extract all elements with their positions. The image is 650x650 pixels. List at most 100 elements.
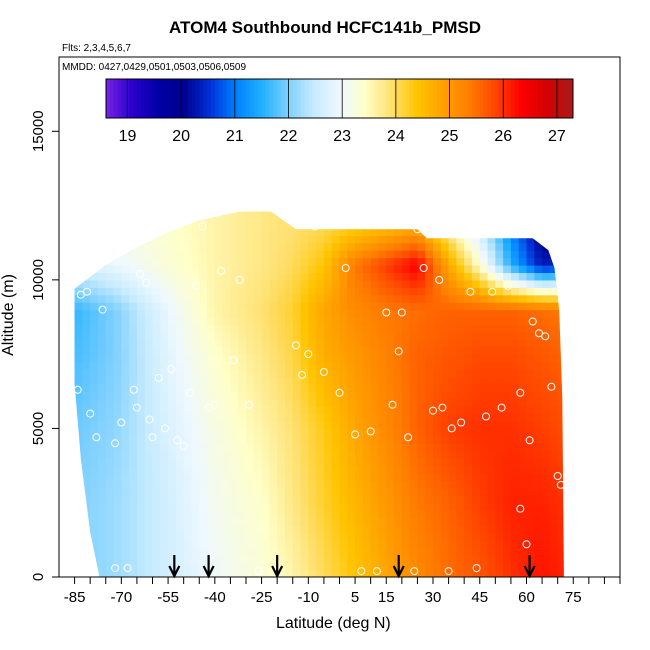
heatmap-cell (487, 502, 496, 511)
heatmap-cell (168, 220, 177, 229)
heatmap-cell (253, 302, 263, 311)
colorbar-swatch (382, 79, 387, 118)
heatmap-cell (394, 227, 403, 236)
heatmap-cell (113, 309, 122, 318)
heatmap-cell (207, 443, 216, 452)
heatmap-cell (105, 406, 115, 415)
heatmap-cell (464, 235, 473, 244)
heatmap-cell (425, 443, 434, 452)
heatmap-cell (316, 428, 325, 437)
heatmap-cell (339, 569, 348, 577)
heatmap-cell (510, 279, 520, 288)
heatmap-cell (479, 473, 489, 482)
heatmap-cell (214, 435, 224, 444)
heatmap-cell (253, 428, 263, 437)
heatmap-cell (175, 294, 185, 303)
heatmap-cell (113, 428, 122, 437)
heatmap-cell (464, 272, 473, 281)
heatmap-cell (347, 554, 356, 563)
heatmap-cell (409, 391, 419, 400)
heatmap-cell (362, 406, 372, 415)
heatmap-cell (394, 287, 403, 296)
heatmap-cell (168, 279, 177, 288)
heatmap-cell (175, 369, 185, 378)
heatmap-cell (207, 413, 216, 422)
heatmap-cell (74, 354, 83, 363)
heatmap-cell (386, 279, 395, 288)
heatmap-cell (191, 220, 200, 229)
heatmap-cell (456, 465, 465, 474)
heatmap-cell (518, 450, 528, 459)
heatmap-cell (246, 361, 255, 370)
heatmap-cell (129, 398, 138, 407)
heatmap-cell (323, 450, 333, 459)
heatmap-cell (90, 346, 99, 355)
heatmap-cell (510, 213, 520, 222)
heatmap-cell (74, 487, 83, 496)
heatmap-cell (417, 346, 426, 355)
heatmap-cell (347, 294, 356, 303)
heatmap-cell (300, 227, 309, 236)
heatmap-cell (479, 242, 489, 251)
colorbar-swatch (273, 79, 278, 118)
heatmap-cell (378, 495, 387, 504)
heatmap-cell (90, 287, 99, 296)
heatmap-cell (565, 540, 573, 548)
heatmap-cell (308, 391, 317, 400)
heatmap-cell (386, 398, 395, 407)
heatmap-cell (534, 220, 543, 229)
heatmap-cell (339, 554, 348, 563)
heatmap-cell (136, 525, 146, 534)
heatmap-cell (456, 443, 465, 452)
heatmap-cell (362, 465, 372, 474)
heatmap-cell (207, 421, 216, 430)
colorbar-tick-label: 25 (441, 128, 459, 145)
heatmap-cell (448, 324, 457, 333)
heatmap-cell (339, 331, 348, 340)
colorbar-tick-label: 20 (172, 128, 190, 145)
heatmap-cell (74, 302, 83, 311)
heatmap-cell (401, 361, 411, 370)
colorbar-swatch (530, 79, 535, 118)
heatmap-cell (386, 309, 395, 318)
heatmap-cell (425, 309, 434, 318)
heatmap-cell (495, 227, 504, 236)
heatmap-cell (401, 391, 411, 400)
observation-point (123, 564, 132, 573)
heatmap-cell (97, 339, 107, 348)
heatmap-cell (534, 279, 543, 288)
heatmap-cell (549, 539, 559, 548)
heatmap-cell (113, 361, 122, 370)
observation-point (444, 567, 453, 576)
heatmap-cell (175, 331, 185, 340)
heatmap-cell (355, 547, 364, 556)
heatmap-cell (113, 242, 122, 251)
heatmap-cell (113, 272, 122, 281)
heatmap-cell (284, 480, 294, 489)
heatmap-cell (175, 324, 185, 333)
heatmap-cell (230, 361, 239, 370)
heatmap-cell (565, 243, 573, 251)
heatmap-cell (284, 235, 294, 244)
heatmap-cell (347, 480, 356, 489)
heatmap-cell (121, 435, 130, 444)
heatmap-cell (456, 376, 465, 385)
heatmap-cell (370, 317, 380, 326)
heatmap-cell (378, 339, 387, 348)
heatmap-cell (510, 473, 520, 482)
observation-point (86, 409, 95, 418)
heatmap-cell (456, 317, 465, 326)
heatmap-cell (456, 294, 465, 303)
heatmap-cell (425, 354, 434, 363)
heatmap-cell (129, 265, 138, 274)
heatmap-cell (417, 450, 426, 459)
heatmap-cell (136, 413, 146, 422)
heatmap-cell (82, 287, 91, 296)
heatmap-cell (152, 391, 161, 400)
heatmap-cell (222, 428, 232, 437)
heatmap-cell (222, 361, 232, 370)
heatmap-cell (183, 554, 193, 563)
heatmap-cell (300, 324, 309, 333)
heatmap-cell (479, 265, 489, 274)
heatmap-cell (557, 213, 564, 222)
